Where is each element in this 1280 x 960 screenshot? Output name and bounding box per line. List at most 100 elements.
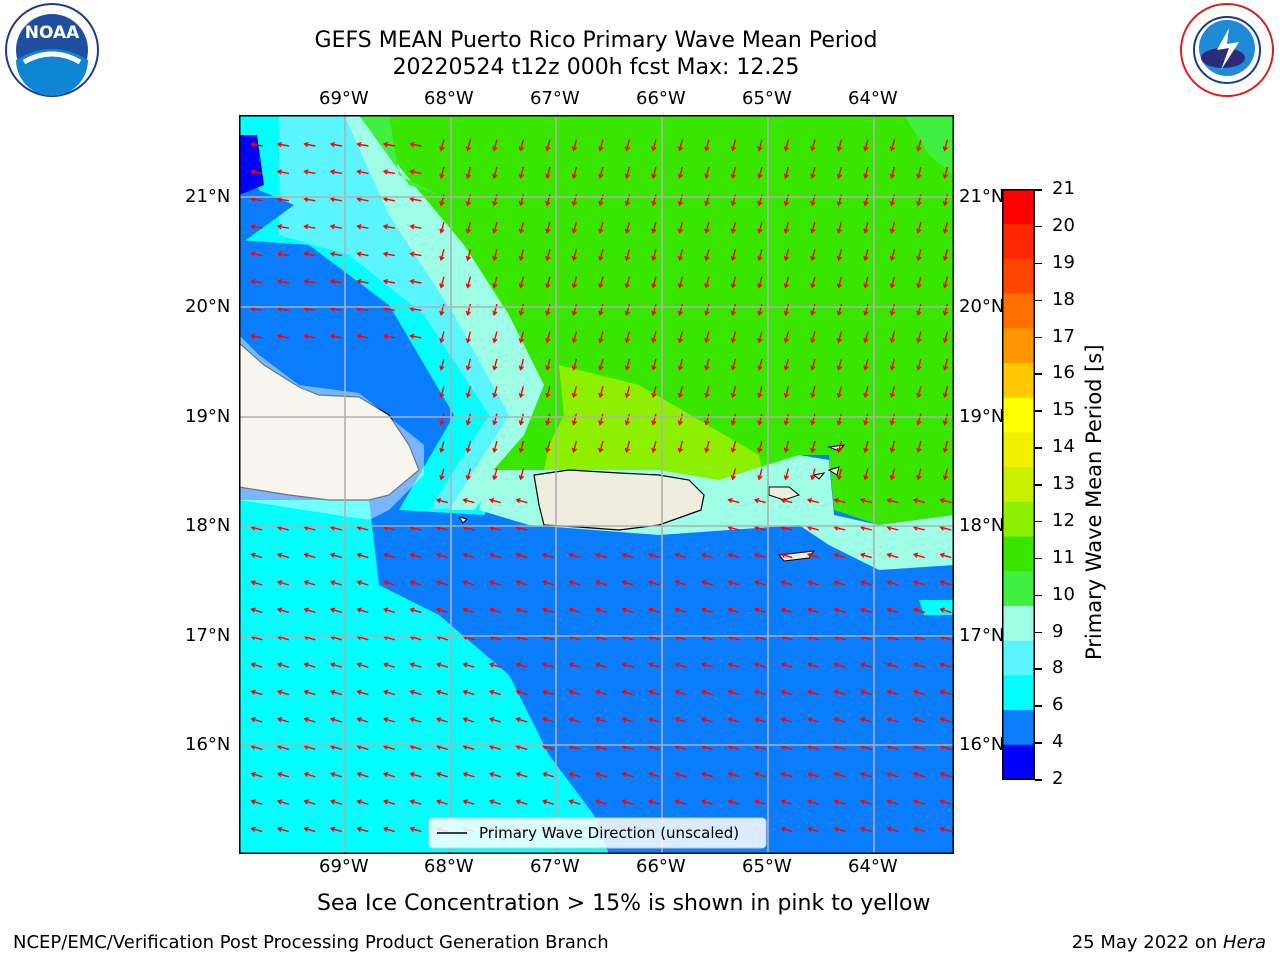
wave-arrow-head: [647, 607, 654, 613]
wave-arrow: [330, 143, 343, 147]
colorbar-tick-label: 13: [1052, 473, 1075, 494]
wave-arrow-head: [515, 580, 521, 586]
wave-arrow: [357, 690, 369, 696]
wave-arrow-head: [700, 771, 707, 778]
wave-arrow-head: [674, 799, 680, 805]
wave-arrow-head: [783, 146, 789, 152]
wave-arrow: [493, 358, 498, 370]
wave-arrow-head: [647, 689, 654, 695]
wave-arrow: [652, 166, 657, 178]
wave-arrow-head: [651, 338, 657, 344]
wave-arrow: [599, 276, 604, 288]
wave-arrow-head: [624, 420, 630, 426]
wave-arrow-head: [250, 580, 256, 586]
wave-arrow: [277, 198, 290, 202]
wave-arrow: [675, 772, 687, 778]
wave-arrow-head: [863, 365, 869, 371]
colorbar-band: [1002, 744, 1035, 780]
wave-arrow-head: [545, 310, 551, 316]
wave-arrow-head: [916, 173, 922, 179]
wave-arrow-head: [912, 771, 919, 778]
wave-arrow: [410, 772, 422, 778]
lat-label-right-20n: 20°N: [959, 296, 1005, 317]
wave-arrow: [811, 166, 816, 178]
wave-arrow: [251, 800, 263, 805]
wave-arrow: [887, 499, 899, 504]
wave-arrow-head: [942, 228, 948, 234]
wave-arrow-head: [435, 689, 442, 695]
wave-arrow: [678, 166, 684, 178]
wave-arrow: [728, 608, 740, 614]
wave-arrow: [440, 139, 445, 151]
wave-arrow-head: [833, 662, 839, 668]
wave-arrow: [731, 276, 737, 288]
wave-arrow: [595, 745, 608, 751]
wave-arrow-head: [889, 228, 895, 234]
wave-arrow-head: [435, 717, 442, 723]
wave-arrow: [917, 386, 922, 398]
wave-arrow: [489, 581, 502, 586]
noaa-logo-text: NOAA: [25, 23, 80, 43]
wave-arrow: [357, 745, 369, 751]
wave-arrow: [675, 745, 687, 751]
wave-arrow-head: [488, 717, 495, 723]
wave-arrow: [652, 249, 657, 261]
wave-arrow-head: [303, 224, 309, 230]
wave-arrow-head: [303, 196, 309, 203]
wave-arrow-head: [647, 771, 654, 778]
wave-arrow-head: [439, 283, 445, 289]
band-8-9-north: [279, 115, 549, 510]
wave-arrow: [834, 608, 846, 614]
wave-arrow: [943, 358, 949, 370]
wave-arrow-head: [806, 662, 813, 668]
wave-arrow-head: [571, 146, 577, 152]
wave-arrow-head: [329, 662, 336, 668]
wave-arrow-head: [356, 333, 362, 340]
wave-arrow: [917, 221, 922, 233]
wave-arrow: [440, 440, 445, 452]
wave-arrow-head: [863, 173, 869, 179]
wave-arrow: [705, 440, 710, 452]
wave-arrow: [546, 358, 551, 370]
wave-arrow: [755, 499, 766, 504]
wave-arrow: [330, 225, 343, 229]
wave-arrow: [331, 526, 342, 531]
wave-arrow: [890, 166, 896, 178]
wave-arrow-head: [462, 662, 468, 668]
wave-arrow: [834, 745, 846, 751]
wave-arrow-head: [276, 224, 283, 230]
wave-arrow: [599, 221, 604, 233]
wave-arrow-head: [889, 338, 895, 344]
wave-arrow-head: [757, 392, 763, 399]
wave-arrow: [251, 663, 263, 668]
wave-arrow-head: [382, 169, 389, 175]
wave-arrow-head: [488, 607, 495, 613]
wave-arrow: [542, 663, 555, 668]
wave-arrow: [493, 440, 498, 452]
wave-arrow: [569, 690, 581, 696]
wave-arrow-head: [942, 201, 948, 207]
colorbar-tick: [1035, 668, 1042, 670]
wave-arrow-head: [730, 173, 736, 179]
wave-arrow: [837, 221, 843, 233]
wave-arrow: [837, 249, 843, 261]
wave-arrow-head: [863, 420, 869, 426]
wave-arrow-head: [674, 607, 680, 613]
wave-arrow-head: [783, 283, 789, 289]
wave-arrow-head: [700, 799, 707, 805]
wave-arrow: [914, 526, 925, 531]
lat-label-left-21n: 21°N: [185, 186, 231, 207]
wave-arrow: [705, 249, 710, 261]
wave-arrow: [383, 170, 396, 175]
wave-arrow: [330, 553, 343, 559]
band-2-4-west-edge: [239, 135, 264, 195]
wave-arrow: [705, 358, 710, 370]
wave-arrow-head: [942, 310, 948, 316]
wave-arrow-head: [356, 689, 362, 695]
wave-arrow-head: [886, 662, 892, 668]
wave-arrow-head: [356, 169, 362, 175]
wave-arrow-head: [465, 392, 471, 399]
wave-arrow: [864, 221, 869, 233]
wave-arrow-head: [329, 580, 336, 586]
wave-arrow: [913, 772, 926, 778]
